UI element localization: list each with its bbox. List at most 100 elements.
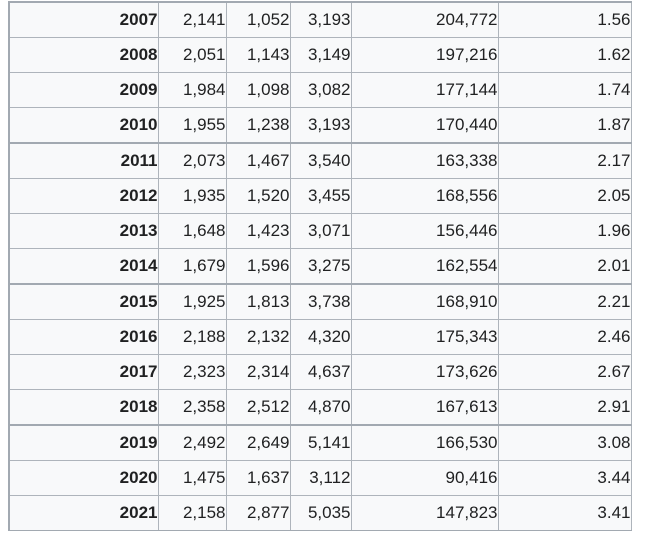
year-cell: 2011 <box>8 142 159 179</box>
value-cell: 2,358 <box>157 389 227 426</box>
value-cell: 175,343 <box>350 319 499 355</box>
year-cell: 2017 <box>8 354 159 390</box>
value-cell: 3.08 <box>497 424 632 461</box>
value-cell: 3,455 <box>289 178 352 214</box>
table-row: 2015 1,925 1,813 3,738 168,910 2.21 <box>8 283 632 320</box>
value-cell: 3,082 <box>289 72 352 108</box>
value-cell: 168,556 <box>350 178 499 214</box>
value-cell: 2,649 <box>225 424 291 461</box>
value-cell: 166,530 <box>350 424 499 461</box>
value-cell: 147,823 <box>350 495 499 531</box>
year-cell: 2010 <box>8 107 159 144</box>
table-row: 2008 2,051 1,143 3,149 197,216 1.62 <box>8 37 632 73</box>
year-cell: 2016 <box>8 319 159 355</box>
value-cell: 2,314 <box>225 354 291 390</box>
table-row: 2009 1,984 1,098 3,082 177,144 1.74 <box>8 72 632 108</box>
value-cell: 2.67 <box>497 354 632 390</box>
year-cell: 2013 <box>8 213 159 249</box>
value-cell: 3,275 <box>289 248 352 285</box>
year-cell: 2020 <box>8 460 159 496</box>
value-cell: 1,925 <box>157 283 227 320</box>
table-body: 2007 2,141 1,052 3,193 204,772 1.56 2008 2,051 1… <box>8 1 632 531</box>
value-cell: 168,910 <box>350 283 499 320</box>
value-cell: 3,738 <box>289 283 352 320</box>
value-cell: 2,073 <box>157 142 227 179</box>
value-cell: 2,492 <box>157 424 227 461</box>
value-cell: 2,877 <box>225 495 291 531</box>
value-cell: 2,141 <box>157 1 227 38</box>
value-cell: 4,637 <box>289 354 352 390</box>
table-row: 2013 1,648 1,423 3,071 156,446 1.96 <box>8 213 632 249</box>
value-cell: 1,935 <box>157 178 227 214</box>
value-cell: 3,071 <box>289 213 352 249</box>
table-row: 2007 2,141 1,052 3,193 204,772 1.56 <box>8 1 632 38</box>
table-row: 2021 2,158 2,877 5,035 147,823 3.41 <box>8 495 632 531</box>
table-row: 2011 2,073 1,467 3,540 163,338 2.17 <box>8 142 632 179</box>
value-cell: 90,416 <box>350 460 499 496</box>
value-cell: 1,467 <box>225 142 291 179</box>
value-cell: 3,112 <box>289 460 352 496</box>
value-cell: 162,554 <box>350 248 499 285</box>
value-cell: 2,188 <box>157 319 227 355</box>
value-cell: 1,423 <box>225 213 291 249</box>
value-cell: 2,051 <box>157 37 227 73</box>
table-row: 2019 2,492 2,649 5,141 166,530 3.08 <box>8 424 632 461</box>
value-cell: 4,320 <box>289 319 352 355</box>
value-cell: 197,216 <box>350 37 499 73</box>
value-cell: 167,613 <box>350 389 499 426</box>
year-cell: 2008 <box>8 37 159 73</box>
value-cell: 1.96 <box>497 213 632 249</box>
table-row: 2018 2,358 2,512 4,870 167,613 2.91 <box>8 389 632 426</box>
value-cell: 1,955 <box>157 107 227 144</box>
value-cell: 3.41 <box>497 495 632 531</box>
table-row: 2020 1,475 1,637 3,112 90,416 3.44 <box>8 460 632 496</box>
value-cell: 1,098 <box>225 72 291 108</box>
value-cell: 5,141 <box>289 424 352 461</box>
value-cell: 1,520 <box>225 178 291 214</box>
value-cell: 156,446 <box>350 213 499 249</box>
data-table: 2007 2,141 1,052 3,193 204,772 1.56 2008 2,051 1… <box>8 1 632 531</box>
value-cell: 1.87 <box>497 107 632 144</box>
value-cell: 2,158 <box>157 495 227 531</box>
value-cell: 3,193 <box>289 107 352 144</box>
value-cell: 170,440 <box>350 107 499 144</box>
value-cell: 1,143 <box>225 37 291 73</box>
value-cell: 1,648 <box>157 213 227 249</box>
value-cell: 2,132 <box>225 319 291 355</box>
value-cell: 2.17 <box>497 142 632 179</box>
value-cell: 1.62 <box>497 37 632 73</box>
year-cell: 2009 <box>8 72 159 108</box>
value-cell: 1,813 <box>225 283 291 320</box>
value-cell: 1,984 <box>157 72 227 108</box>
value-cell: 2,323 <box>157 354 227 390</box>
value-cell: 2.21 <box>497 283 632 320</box>
value-cell: 1,052 <box>225 1 291 38</box>
table-row: 2014 1,679 1,596 3,275 162,554 2.01 <box>8 248 632 285</box>
year-cell: 2012 <box>8 178 159 214</box>
value-cell: 2.91 <box>497 389 632 426</box>
value-cell: 2.05 <box>497 178 632 214</box>
value-cell: 3,193 <box>289 1 352 38</box>
value-cell: 1,238 <box>225 107 291 144</box>
year-cell: 2015 <box>8 283 159 320</box>
value-cell: 3.44 <box>497 460 632 496</box>
value-cell: 3,149 <box>289 37 352 73</box>
value-cell: 1,679 <box>157 248 227 285</box>
value-cell: 204,772 <box>350 1 499 38</box>
value-cell: 1,637 <box>225 460 291 496</box>
value-cell: 5,035 <box>289 495 352 531</box>
value-cell: 2,512 <box>225 389 291 426</box>
value-cell: 1.74 <box>497 72 632 108</box>
value-cell: 1,475 <box>157 460 227 496</box>
year-cell: 2021 <box>8 495 159 531</box>
value-cell: 3,540 <box>289 142 352 179</box>
table-row: 2012 1,935 1,520 3,455 168,556 2.05 <box>8 178 632 214</box>
value-cell: 163,338 <box>350 142 499 179</box>
year-cell: 2019 <box>8 424 159 461</box>
value-cell: 1,596 <box>225 248 291 285</box>
value-cell: 4,870 <box>289 389 352 426</box>
table-row: 2016 2,188 2,132 4,320 175,343 2.46 <box>8 319 632 355</box>
value-cell: 177,144 <box>350 72 499 108</box>
year-cell: 2018 <box>8 389 159 426</box>
